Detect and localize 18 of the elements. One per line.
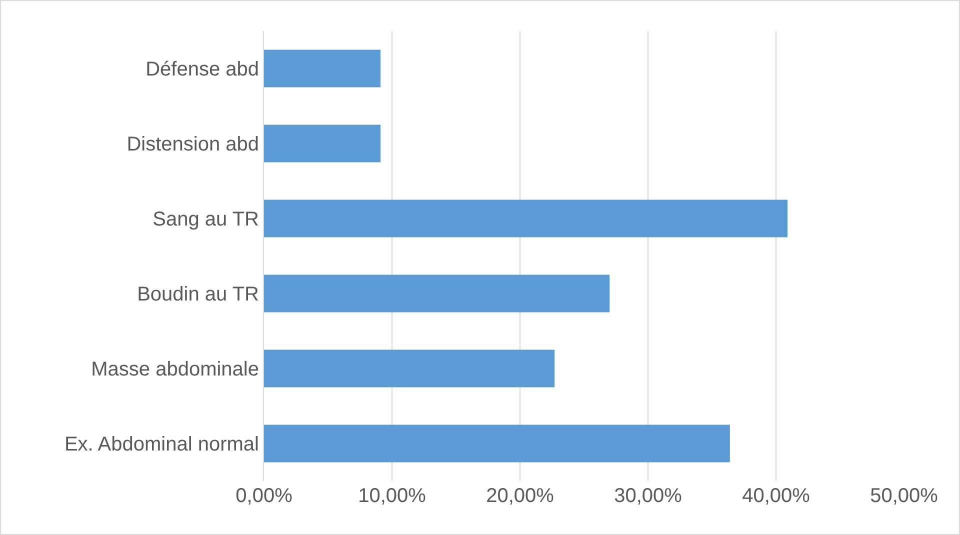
bar <box>264 200 788 238</box>
bar <box>264 274 610 312</box>
y-tick-label: Distension abd <box>126 134 259 156</box>
y-tick-label: Défense abd <box>146 58 259 80</box>
y-tick-label: Boudin au TR <box>137 284 259 306</box>
y-tick-label: Ex. Abdominal normal <box>64 434 259 456</box>
y-tick-label: Sang au TR <box>152 208 259 230</box>
x-tick-label: 30,00% <box>614 485 682 507</box>
bar <box>264 124 380 162</box>
bar <box>264 424 730 462</box>
bar <box>264 350 555 388</box>
x-tick-label: 0,00% <box>236 485 293 507</box>
x-tick-label: 10,00% <box>358 485 426 507</box>
bar <box>264 50 380 88</box>
x-tick-label: 20,00% <box>486 485 554 507</box>
x-tick-label: 50,00% <box>870 485 938 507</box>
x-tick-label: 40,00% <box>742 485 810 507</box>
y-tick-label: Masse abdominale <box>91 358 259 380</box>
